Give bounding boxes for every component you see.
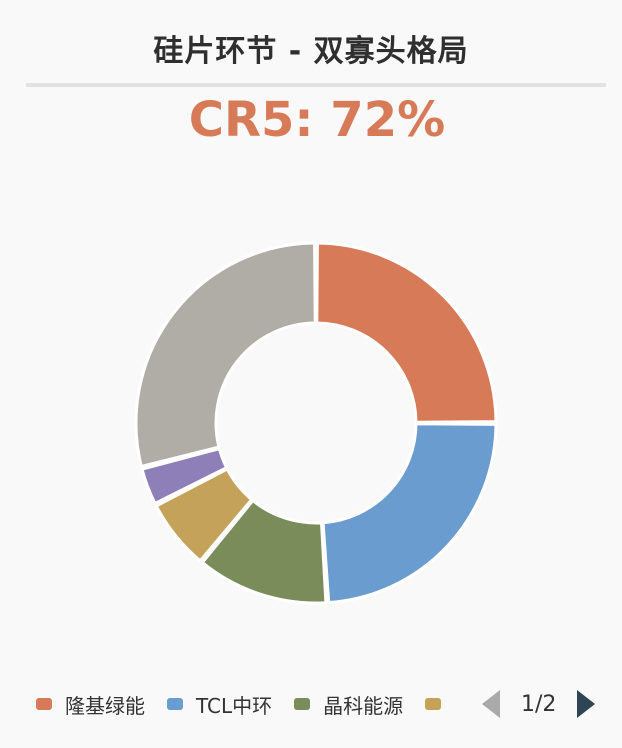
title-divider — [26, 83, 606, 87]
legend-swatch — [167, 698, 183, 710]
legend-item-3[interactable]: 晶科能源 — [294, 686, 403, 722]
legend-label: TCL中环 — [196, 693, 273, 718]
legend-item-1[interactable]: 隆基绿能 — [36, 686, 145, 722]
donut-slice-2[interactable] — [321, 422, 498, 605]
donut-slice-5[interactable] — [140, 447, 229, 505]
donut-slice-1[interactable] — [315, 241, 498, 424]
legend-item-4[interactable] — [425, 686, 454, 722]
legend-swatch — [294, 698, 311, 710]
cr5-headline: CR5: 72% — [188, 92, 446, 148]
donut-slice-6[interactable] — [134, 241, 317, 468]
legend-page-indicator: 1/2 — [521, 691, 557, 717]
legend-label: 晶科能源 — [323, 693, 404, 718]
legend-label: 隆基绿能 — [65, 693, 145, 718]
donut-slice-4[interactable] — [154, 467, 254, 563]
legend-next-page-icon[interactable] — [577, 690, 596, 718]
legend-pager: 1/2 — [478, 686, 608, 722]
legend: 隆基绿能 TCL中环 晶科能源 — [36, 686, 468, 722]
legend-swatch — [425, 698, 442, 710]
chart-title: 硅片环节 - 双寡头格局 — [153, 34, 469, 69]
donut-slice-3[interactable] — [200, 499, 328, 605]
legend-swatch — [36, 698, 52, 710]
legend-prev-page-icon[interactable] — [482, 690, 500, 718]
legend-item-2[interactable]: TCL中环 — [167, 686, 272, 722]
